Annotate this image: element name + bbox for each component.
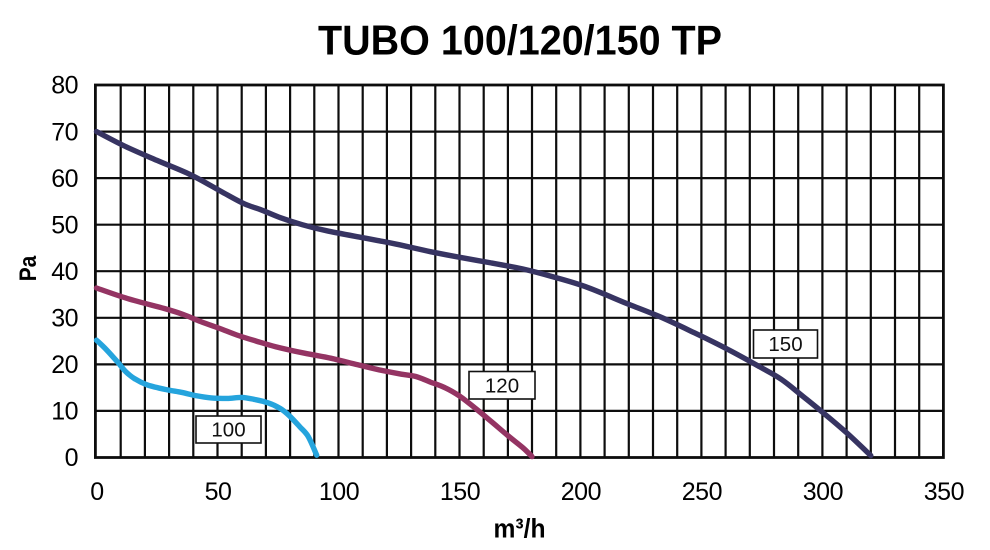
svg-text:200: 200 <box>561 478 601 506</box>
svg-text:m³/h: m³/h <box>494 514 546 544</box>
svg-text:70: 70 <box>51 118 78 146</box>
svg-text:120: 120 <box>485 374 519 397</box>
svg-text:0: 0 <box>90 478 103 506</box>
svg-text:150: 150 <box>768 333 802 356</box>
svg-text:150: 150 <box>440 478 480 506</box>
svg-text:40: 40 <box>51 258 78 286</box>
svg-text:60: 60 <box>51 165 78 193</box>
svg-text:100: 100 <box>211 419 245 442</box>
svg-text:50: 50 <box>51 211 78 239</box>
svg-text:80: 80 <box>51 72 78 100</box>
svg-text:50: 50 <box>205 478 232 506</box>
svg-text:TUBO 100/120/150 TP: TUBO 100/120/150 TP <box>318 17 722 64</box>
svg-text:0: 0 <box>65 444 78 472</box>
svg-text:100: 100 <box>319 478 359 506</box>
svg-text:Pa: Pa <box>15 255 42 281</box>
svg-text:300: 300 <box>803 478 843 506</box>
svg-text:30: 30 <box>51 305 78 333</box>
svg-text:250: 250 <box>682 478 722 506</box>
svg-text:10: 10 <box>51 398 78 426</box>
svg-text:350: 350 <box>924 478 964 506</box>
svg-text:20: 20 <box>51 351 78 379</box>
